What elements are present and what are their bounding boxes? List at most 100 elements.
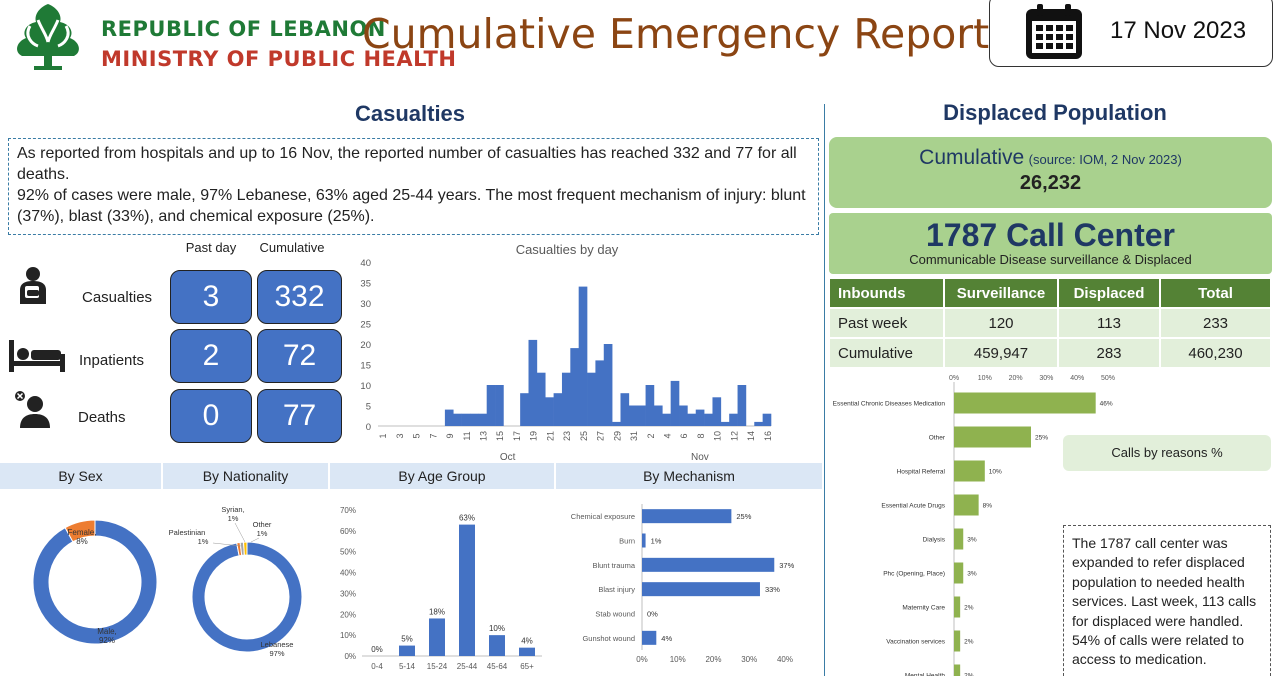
slice-value: 97%: [269, 649, 284, 658]
pie-slice: [32, 519, 158, 645]
leader-line: [250, 537, 260, 543]
calls-by-reasons-chart: 0% 10% 20% 30% 40% 50% Essential Chronic Disea…: [833, 375, 1115, 676]
slice-value: 92%: [99, 636, 115, 645]
data-label: 0%: [371, 645, 383, 654]
data-label: 25%: [1035, 435, 1048, 442]
bar: [954, 596, 961, 618]
table-cell: 459,947: [943, 337, 1059, 369]
band-by-sex: By Sex: [0, 463, 161, 489]
bar: [486, 385, 496, 426]
data-label: 33%: [765, 585, 780, 594]
table-header: Surveillance: [943, 277, 1059, 309]
kpi-label-casualties: Casualties: [82, 289, 153, 306]
data-label: 5%: [401, 635, 413, 644]
x-tick-label: 8: [696, 433, 706, 438]
y-tick-label: Essential Acute Drugs: [881, 503, 945, 510]
slice-value: 1%: [257, 529, 268, 538]
y-tick-label: 10%: [340, 631, 356, 640]
bar: [954, 562, 964, 584]
hospital-bed-icon: [9, 340, 65, 372]
y-tick-label: Gunshot wound: [582, 634, 635, 643]
bar: [642, 557, 775, 572]
x-tick-label: 7: [428, 433, 438, 438]
bar: [642, 582, 760, 597]
data-label: 10%: [989, 469, 1002, 476]
x-tick-label: 45-64: [487, 662, 508, 671]
x-tick-label: 1: [378, 433, 388, 438]
bar: [628, 405, 638, 426]
data-label: 25%: [736, 512, 751, 521]
x-tick-label: 10: [713, 431, 723, 441]
x-tick-label: 0%: [949, 375, 959, 382]
y-tick-label: 70%: [340, 506, 356, 515]
col-past-day: Past day: [185, 240, 237, 255]
bar: [954, 392, 1096, 414]
table-cell: 120: [943, 307, 1059, 339]
x-tick-label: 0%: [636, 655, 648, 664]
table-cell: 283: [1057, 337, 1161, 369]
y-tick-label: 20%: [340, 610, 356, 619]
call-center-subtitle: Communicable Disease surveillance & Disp…: [909, 252, 1192, 267]
band-by-mechanism: By Mechanism: [556, 463, 822, 489]
slice-label: Other: [253, 520, 272, 529]
y-tick-label: Stab wound: [595, 610, 635, 619]
bar: [545, 397, 554, 426]
bar: [587, 372, 596, 426]
x-tick-label: 2: [646, 433, 656, 438]
y-tick-label: 5: [366, 402, 371, 413]
call-center-title: 1787 Call Center: [925, 217, 1175, 253]
x-tick-label: 6: [679, 433, 689, 438]
bar: [453, 413, 462, 426]
bar: [687, 413, 697, 426]
y-tick-label: 40: [360, 258, 371, 269]
bar: [399, 645, 415, 656]
data-label: 2%: [964, 639, 974, 646]
casualties-summary: As reported from hospitals and up to 16 …: [8, 138, 819, 235]
section-divider: [824, 104, 825, 676]
pie-slice: [191, 541, 303, 653]
data-label: 46%: [1100, 401, 1113, 408]
kpi-deaths-past-day: 0: [170, 389, 252, 443]
slice-label: Lebanese: [261, 640, 294, 649]
bar: [729, 413, 738, 426]
bar: [561, 372, 571, 426]
y-tick-label: Mental Health: [905, 673, 945, 676]
call-center-header: 1787 Call Center Communicable Disease su…: [829, 213, 1272, 274]
pie-slice: [243, 541, 248, 556]
x-tick-label: 10%: [978, 375, 992, 382]
band-by-age: By Age Group: [330, 463, 554, 489]
bar: [520, 393, 529, 426]
x-tick-label: 25: [579, 431, 589, 441]
table-cell: Cumulative: [828, 337, 945, 369]
kpi-inpatients-past-day: 2: [170, 329, 252, 383]
data-label: 1%: [651, 537, 662, 546]
table-row: Cumulative 459,947 283 460,230: [828, 337, 1272, 369]
summary-line-1: As reported from hospitals and up to 16 …: [17, 145, 797, 183]
data-label: 37%: [779, 561, 794, 570]
data-label: 10%: [489, 624, 505, 633]
table-cell: 233: [1159, 307, 1272, 339]
table-header: Displaced: [1057, 277, 1161, 309]
bar: [553, 393, 563, 426]
x-tick-label: 14: [746, 431, 756, 441]
kpi-inpatients-cumulative: 72: [257, 329, 342, 383]
y-tick-label: Blunt trauma: [592, 561, 635, 570]
call-center-note: The 1787 call center was expanded to ref…: [1063, 525, 1271, 676]
bar: [954, 528, 964, 550]
bar: [662, 413, 671, 426]
displaced-title: Displaced Population: [943, 100, 1167, 125]
kpi-label-inpatients: Inpatients: [79, 352, 145, 369]
x-tick-label: 0-4: [371, 662, 383, 671]
bar: [570, 348, 579, 426]
y-tick-label: 35: [360, 279, 371, 290]
bar: [645, 385, 655, 426]
bar: [489, 635, 505, 656]
slice-label: Female,: [68, 528, 97, 537]
bar: [954, 426, 1031, 448]
slice-value: 8%: [76, 537, 88, 546]
y-tick-label: Chemical exposure: [571, 512, 635, 521]
x-tick-label: 11: [462, 431, 472, 440]
org-line-2: MINISTRY OF PUBLIC HEALTH: [101, 47, 457, 71]
